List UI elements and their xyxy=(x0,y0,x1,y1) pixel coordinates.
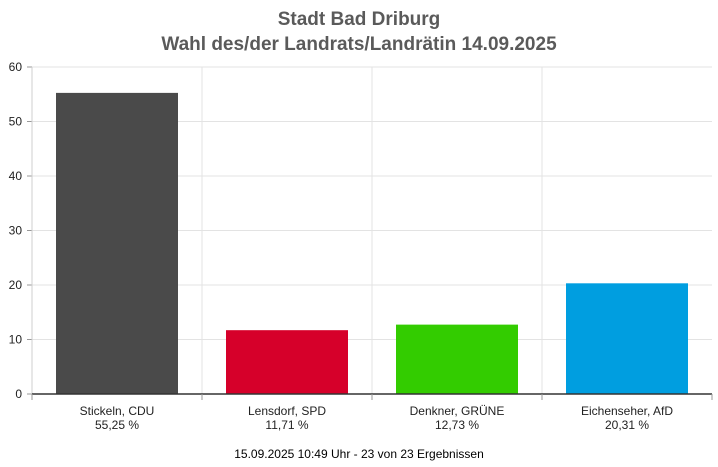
x-tick-label: Stickeln, CDU xyxy=(80,404,155,418)
data-label: 20,31 % xyxy=(605,418,649,432)
results-footer: 15.09.2025 10:49 Uhr - 23 von 23 Ergebni… xyxy=(234,447,484,461)
bar xyxy=(566,283,688,394)
y-tick-label: 10 xyxy=(9,333,23,347)
data-label: 11,71 % xyxy=(265,418,308,432)
bar xyxy=(56,92,178,394)
chart-title: Stadt Bad Driburg xyxy=(277,9,441,30)
x-tick-label: Lensdorf, SPD xyxy=(248,404,326,418)
y-tick-label: 0 xyxy=(15,387,22,401)
data-label: 12,73 % xyxy=(435,418,479,432)
y-tick-label: 40 xyxy=(9,169,23,183)
y-tick-label: 30 xyxy=(9,224,23,238)
chart-subtitle: Wahl des/der Landrats/Landrätin 14.09.20… xyxy=(161,34,557,55)
y-tick-label: 20 xyxy=(9,278,23,292)
y-tick-label: 60 xyxy=(9,60,23,74)
x-tick-label: Denkner, GRÜNE xyxy=(410,404,505,418)
y-tick-label: 50 xyxy=(9,115,23,129)
x-tick-label: Eichenseher, AfD xyxy=(581,404,673,418)
bar xyxy=(396,324,518,394)
bar xyxy=(226,330,348,394)
data-label: 55,25 % xyxy=(95,418,139,432)
